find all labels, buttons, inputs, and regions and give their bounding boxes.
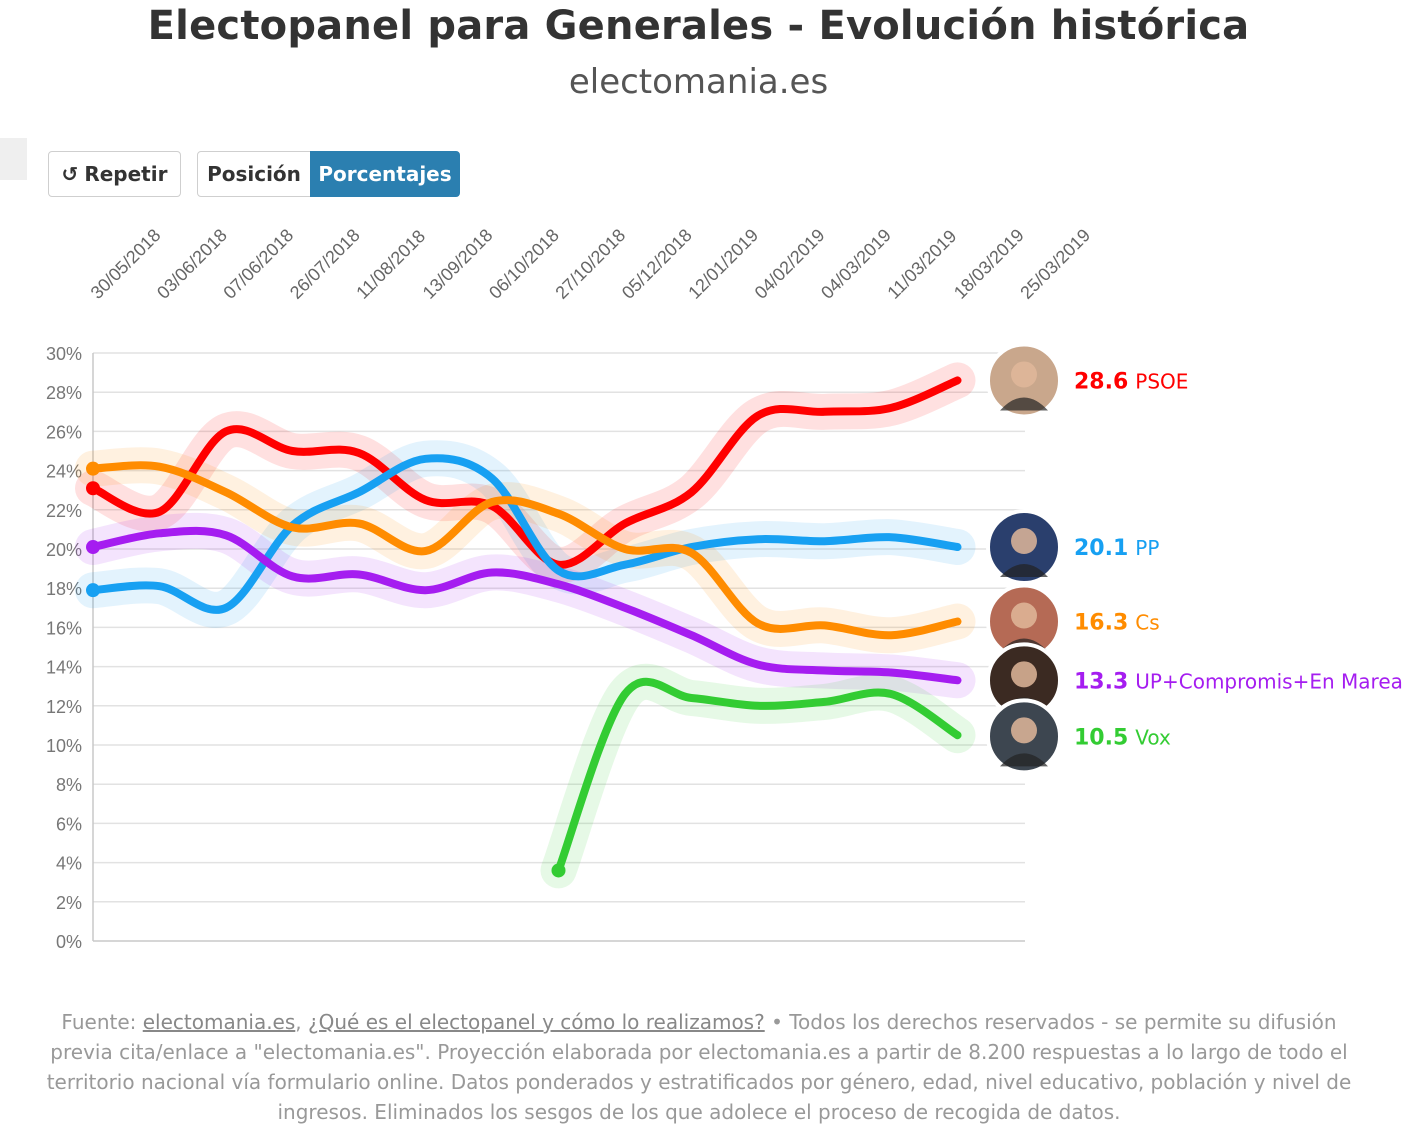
series-end-name-cs: Cs xyxy=(1135,611,1159,635)
avatar-face-vox xyxy=(1011,717,1037,744)
replay-icon: ↺ xyxy=(61,162,79,186)
chart-subtitle: electomania.es xyxy=(568,62,829,102)
series-end-label-cs: 16.3 Cs xyxy=(1074,611,1160,636)
x-tick-label: 03/06/2018 xyxy=(153,225,231,303)
position-toggle-button[interactable]: Posición xyxy=(197,151,311,197)
y-tick-label: 6% xyxy=(56,814,82,834)
repeat-button-label: Repetir xyxy=(84,162,168,186)
series-line-cs xyxy=(89,461,962,640)
series-end-name-pp: PP xyxy=(1135,536,1159,560)
x-tick-label: 13/09/2018 xyxy=(419,225,497,303)
repeat-button[interactable]: ↺ Repetir xyxy=(48,151,181,197)
avatar-shoulders-vox xyxy=(1000,753,1048,767)
y-tick-label: 10% xyxy=(46,736,82,756)
chart-title: Electopanel para Generales - Evolución h… xyxy=(147,3,1250,49)
y-tick-label: 30% xyxy=(46,344,82,364)
series-end-label-up-compromis-en-marea: 13.3 UP+Compromis+En Marea xyxy=(1074,669,1403,694)
y-tick-label: 0% xyxy=(56,932,82,952)
series-end-name-psoe: PSOE xyxy=(1135,369,1188,393)
series-line-psoe xyxy=(89,376,962,569)
y-tick-label: 12% xyxy=(46,697,82,717)
series-start-point-pp xyxy=(86,583,100,598)
percentages-toggle-button[interactable]: Porcentajes xyxy=(310,151,460,197)
series-end-value-cs: 16.3 xyxy=(1074,611,1128,636)
y-tick-label: 24% xyxy=(46,462,82,482)
footer-separator: , xyxy=(295,1010,309,1034)
x-tick-label: 26/07/2018 xyxy=(286,225,364,303)
x-tick-label: 12/01/2019 xyxy=(684,225,762,303)
avatar-shoulders-psoe xyxy=(1000,397,1048,411)
footer-note: Fuente: electomania.es, ¿Qué es el elect… xyxy=(40,1007,1358,1127)
series-start-point-up-compromis-en-marea xyxy=(86,540,100,555)
series-line-pp xyxy=(89,454,962,614)
series-end-name-up-compromis-en-marea: UP+Compromis+En Marea xyxy=(1135,669,1403,693)
percentages-toggle-label: Porcentajes xyxy=(318,162,452,186)
series-end-value-up-compromis-en-marea: 13.3 xyxy=(1074,669,1128,694)
side-tab[interactable] xyxy=(0,138,27,180)
x-tick-label: 27/10/2018 xyxy=(551,225,629,303)
x-tick-label: 04/02/2019 xyxy=(751,225,829,303)
series-end-value-psoe: 28.6 xyxy=(1074,369,1128,394)
x-tick-label: 18/03/2019 xyxy=(950,225,1028,303)
series-line-vox xyxy=(554,677,962,875)
y-tick-label: 8% xyxy=(56,775,82,795)
footer-prefix: Fuente: xyxy=(61,1010,143,1034)
y-tick-label: 26% xyxy=(46,422,82,442)
footer-link-electopanel-info[interactable]: ¿Qué es el electopanel y cómo lo realiza… xyxy=(308,1010,765,1034)
series-end-label-psoe: 28.6 PSOE xyxy=(1074,369,1188,394)
line-chart: 0% 2% 4% 6% 8% 10% 12% 14% 16% 18% 20% 22% 24% 26% 28%… xyxy=(46,225,1403,952)
footer-link-electomania[interactable]: electomania.es xyxy=(142,1010,296,1034)
series-end-label-pp: 20.1 PP xyxy=(1074,536,1159,561)
x-tick-label: 04/03/2019 xyxy=(817,225,895,303)
avatar-face-cs xyxy=(1011,602,1037,629)
y-tick-label: 18% xyxy=(46,579,82,599)
x-tick-label: 30/05/2018 xyxy=(87,225,165,303)
avatar-shoulders-pp xyxy=(1000,564,1048,578)
y-tick-label: 16% xyxy=(46,618,82,638)
y-tick-label: 20% xyxy=(46,540,82,560)
series-start-point-vox xyxy=(551,863,566,878)
series-end-label-vox: 10.5 Vox xyxy=(1074,725,1171,750)
x-tick-label: 05/12/2018 xyxy=(618,225,696,303)
position-toggle-label: Posición xyxy=(207,162,301,186)
avatar-face-up-compromis-en-marea xyxy=(1011,661,1037,688)
avatar-face-pp xyxy=(1011,528,1037,555)
y-tick-label: 22% xyxy=(46,501,82,521)
series-start-point-psoe xyxy=(86,481,100,496)
series-end-value-vox: 10.5 xyxy=(1074,725,1128,750)
x-tick-label: 07/06/2018 xyxy=(219,225,297,303)
footer-text: • Todos los derechos reservados - se per… xyxy=(46,1010,1352,1124)
series-line-up-compromis-en-marea xyxy=(89,526,962,685)
series-start-point-cs xyxy=(86,461,100,476)
series-end-name-vox: Vox xyxy=(1135,725,1171,749)
avatar-face-psoe xyxy=(1011,361,1037,388)
x-tick-label: 06/10/2018 xyxy=(485,225,563,303)
y-tick-label: 2% xyxy=(56,893,82,913)
x-tick-label: 11/03/2019 xyxy=(883,226,960,303)
x-tick-label: 11/08/2018 xyxy=(352,226,429,303)
y-tick-label: 14% xyxy=(46,658,82,678)
series-end-value-pp: 20.1 xyxy=(1074,536,1128,561)
x-tick-label: 25/03/2019 xyxy=(1016,225,1094,303)
y-tick-label: 4% xyxy=(56,854,82,874)
y-tick-label: 28% xyxy=(46,383,82,403)
